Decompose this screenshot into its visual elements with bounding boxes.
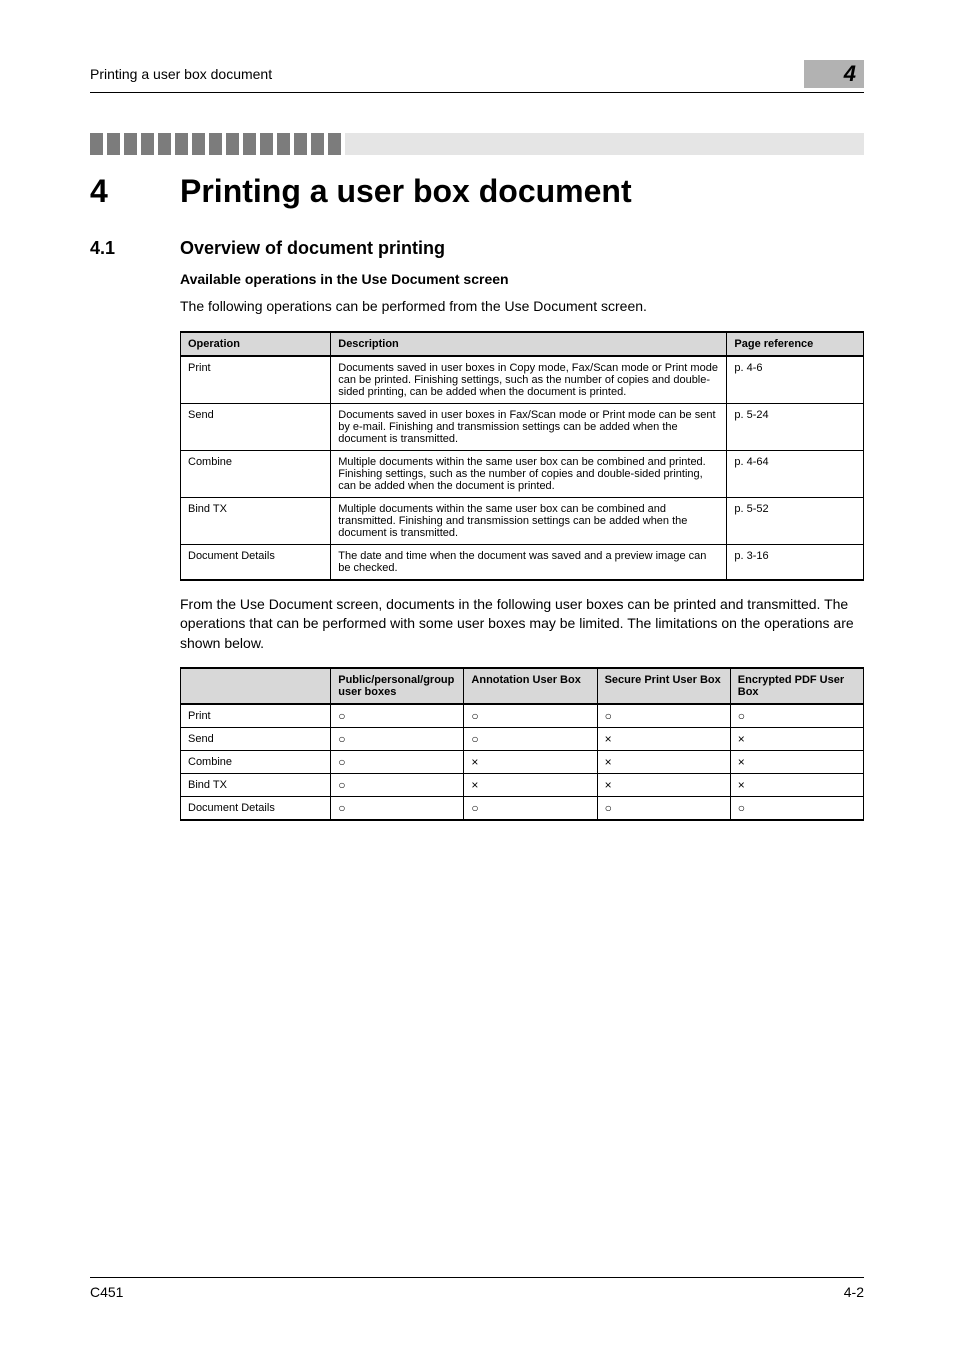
- footer-model: C451: [90, 1284, 123, 1300]
- stripe-dark-segment: [328, 133, 341, 155]
- table-cell: Print: [181, 704, 331, 728]
- table-cell: ○: [331, 774, 464, 797]
- table-cell: Document Details: [181, 797, 331, 821]
- section-heading: 4.1 Overview of document printing: [90, 238, 864, 259]
- table-cell: ×: [597, 751, 730, 774]
- table-cell: ×: [597, 728, 730, 751]
- operations-table: Operation Description Page reference Pri…: [180, 331, 864, 581]
- table-cell: ○: [331, 704, 464, 728]
- table-cell: Document Details: [181, 544, 331, 580]
- table-header-cell: Page reference: [727, 332, 864, 356]
- chapter-corner-number: 4: [844, 61, 856, 87]
- table-cell: p. 5-24: [727, 403, 864, 450]
- table-cell: Documents saved in user boxes in Fax/Sca…: [331, 403, 727, 450]
- table-header-cell: Secure Print User Box: [597, 668, 730, 704]
- stripe-light-segment: [345, 133, 864, 155]
- table-row: Bind TX○×××: [181, 774, 864, 797]
- page: Printing a user box document 4 4 Printin…: [0, 0, 954, 1350]
- table-header-cell: Encrypted PDF User Box: [730, 668, 863, 704]
- section-title: Overview of document printing: [180, 238, 445, 259]
- userbox-matrix-table: Public/personal/group user boxes Annotat…: [180, 667, 864, 821]
- table-header-cell: Public/personal/group user boxes: [331, 668, 464, 704]
- stripe-dark-segment: [294, 133, 307, 155]
- running-title: Printing a user box document: [90, 66, 272, 82]
- table-row: CombineMultiple documents within the sam…: [181, 450, 864, 497]
- stripe-dark-segment: [243, 133, 256, 155]
- table-header-cell: Description: [331, 332, 727, 356]
- table-cell: ○: [464, 704, 597, 728]
- stripe-dark-segment: [141, 133, 154, 155]
- intro-paragraph: The following operations can be performe…: [180, 297, 864, 317]
- mid-paragraph: From the Use Document screen, documents …: [180, 595, 864, 654]
- table-cell: ○: [464, 797, 597, 821]
- footer-page-number: 4-2: [844, 1284, 864, 1300]
- table-cell: ×: [597, 774, 730, 797]
- table-row: Document DetailsThe date and time when t…: [181, 544, 864, 580]
- table-cell: ×: [730, 728, 863, 751]
- running-header: Printing a user box document 4: [90, 60, 864, 93]
- stripe-dark-segment: [124, 133, 137, 155]
- table-row: Bind TXMultiple documents within the sam…: [181, 497, 864, 544]
- table-cell: p. 4-6: [727, 356, 864, 404]
- subsection-heading: Available operations in the Use Document…: [180, 271, 864, 287]
- table-cell: p. 4-64: [727, 450, 864, 497]
- chapter-title: Printing a user box document: [180, 173, 632, 210]
- table-cell: Send: [181, 403, 331, 450]
- table-header-cell: [181, 668, 331, 704]
- stripe-dark-segment: [90, 133, 103, 155]
- table-cell: Documents saved in user boxes in Copy mo…: [331, 356, 727, 404]
- decor-stripe: [90, 133, 864, 155]
- table-cell: ○: [597, 797, 730, 821]
- table-cell: Send: [181, 728, 331, 751]
- table-cell: The date and time when the document was …: [331, 544, 727, 580]
- table-row: PrintDocuments saved in user boxes in Co…: [181, 356, 864, 404]
- table-cell: ○: [331, 797, 464, 821]
- table-cell: ○: [331, 728, 464, 751]
- section-number: 4.1: [90, 238, 180, 259]
- table-row: Print○○○○: [181, 704, 864, 728]
- table-cell: p. 5-52: [727, 497, 864, 544]
- table-header-row: Public/personal/group user boxes Annotat…: [181, 668, 864, 704]
- stripe-dark-segment: [175, 133, 188, 155]
- stripe-dark-segment: [260, 133, 273, 155]
- table-header-row: Operation Description Page reference: [181, 332, 864, 356]
- table-cell: Combine: [181, 450, 331, 497]
- chapter-heading: 4 Printing a user box document: [90, 173, 864, 210]
- chapter-corner-box: 4: [804, 60, 864, 88]
- table-cell: ○: [730, 704, 863, 728]
- table-cell: Bind TX: [181, 497, 331, 544]
- table-cell: Multiple documents within the same user …: [331, 450, 727, 497]
- stripe-dark-segment: [192, 133, 205, 155]
- table-row: Send○○××: [181, 728, 864, 751]
- table-header-cell: Operation: [181, 332, 331, 356]
- table-cell: ○: [464, 728, 597, 751]
- table-cell: ○: [730, 797, 863, 821]
- table-cell: ×: [730, 774, 863, 797]
- stripe-dark-segment: [158, 133, 171, 155]
- page-footer: C451 4-2: [90, 1277, 864, 1300]
- table-cell: Combine: [181, 751, 331, 774]
- stripe-dark-segment: [209, 133, 222, 155]
- table-row: Combine○×××: [181, 751, 864, 774]
- table-cell: Multiple documents within the same user …: [331, 497, 727, 544]
- stripe-dark-segment: [311, 133, 324, 155]
- table-cell: ×: [464, 751, 597, 774]
- chapter-number: 4: [90, 173, 180, 210]
- stripe-dark-segment: [107, 133, 120, 155]
- table-cell: ○: [331, 751, 464, 774]
- table-cell: ×: [730, 751, 863, 774]
- table-cell: p. 3-16: [727, 544, 864, 580]
- table-cell: ○: [597, 704, 730, 728]
- stripe-dark-segment: [277, 133, 290, 155]
- table-cell: ×: [464, 774, 597, 797]
- table-cell: Print: [181, 356, 331, 404]
- table-row: Document Details○○○○: [181, 797, 864, 821]
- stripe-dark-segment: [226, 133, 239, 155]
- table-cell: Bind TX: [181, 774, 331, 797]
- table-header-cell: Annotation User Box: [464, 668, 597, 704]
- table-row: SendDocuments saved in user boxes in Fax…: [181, 403, 864, 450]
- content-block: Available operations in the Use Document…: [180, 271, 864, 821]
